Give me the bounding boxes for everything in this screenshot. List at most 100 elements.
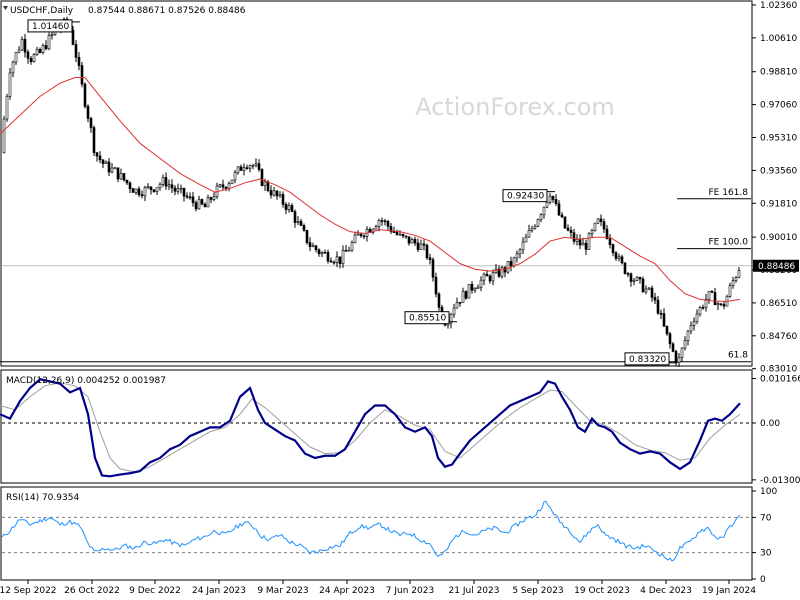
- price-candle-body: [113, 167, 117, 170]
- price-candle-body: [134, 188, 138, 193]
- price-candle-body: [287, 205, 291, 210]
- price-candle-body: [266, 181, 270, 191]
- price-candle-body: [260, 169, 264, 186]
- price-candle-body: [605, 228, 609, 239]
- price-candle-body: [227, 183, 231, 189]
- price-candle-body: [665, 325, 669, 335]
- price-candle-body: [404, 235, 408, 238]
- price-candle-body: [485, 273, 489, 277]
- price-candle-body: [566, 227, 570, 231]
- price-candle-body: [386, 220, 390, 227]
- price-candle-body: [305, 230, 309, 243]
- price-candle-body: [728, 285, 732, 297]
- price-candle-body: [272, 190, 276, 196]
- price-candle-body: [458, 302, 462, 304]
- price-candle-body: [449, 313, 453, 324]
- time-tick-label: 4 Dec 2023: [640, 586, 692, 596]
- price-candle-body: [146, 186, 150, 189]
- price-candle-body: [164, 177, 168, 187]
- price-tick-label: 0.90010: [760, 233, 797, 243]
- price-candle-body: [110, 167, 114, 173]
- price-candle-body: [35, 49, 39, 55]
- price-candle-body: [317, 249, 321, 255]
- price-candle-body: [590, 230, 594, 235]
- price-candle-body: [470, 284, 474, 291]
- price-candle-body: [170, 184, 174, 189]
- price-candle-body: [311, 245, 315, 248]
- price-candle-body: [593, 222, 597, 231]
- price-tick-label: 1.02360: [760, 1, 797, 11]
- price-candle-body: [122, 173, 126, 181]
- time-tick-label: 12 Sep 2022: [0, 586, 57, 596]
- price-candle-body: [512, 257, 516, 267]
- price-candle-body: [32, 54, 36, 62]
- price-candle-body: [476, 286, 480, 289]
- price-candle-body: [641, 278, 645, 293]
- time-tick-label: 21 Jul 2023: [449, 586, 500, 596]
- price-tick-label: 0.91810: [760, 199, 797, 209]
- price-candle-body: [107, 161, 111, 173]
- price-candle-body: [395, 231, 399, 235]
- price-candle-body: [116, 167, 120, 180]
- price-candle-body: [284, 204, 288, 210]
- price-candle-body: [206, 197, 210, 208]
- price-candle-body: [689, 325, 693, 332]
- price-candle-body: [119, 173, 123, 180]
- price-candle-body: [155, 187, 159, 192]
- price-candle-body: [419, 243, 423, 250]
- price-candle-body: [608, 238, 612, 245]
- price-candle-body: [647, 287, 651, 290]
- price-candle-body: [710, 290, 714, 293]
- price-candle-body: [632, 279, 636, 282]
- price-candle-body: [302, 225, 306, 231]
- price-candle-body: [161, 177, 165, 185]
- price-candle-body: [173, 187, 177, 192]
- price-tick-label: 0.95310: [760, 134, 797, 144]
- price-candle-body: [575, 239, 579, 242]
- time-tick-label: 26 Oct 2022: [64, 586, 120, 596]
- price-candle-body: [392, 231, 396, 233]
- price-candle-body: [599, 218, 603, 222]
- price-candle-body: [185, 195, 189, 198]
- symbol-label: USDCHF,Daily: [10, 6, 74, 16]
- price-candle-body: [455, 302, 459, 309]
- time-tick-label: 24 Apr 2023: [319, 586, 375, 596]
- price-candle-body: [218, 184, 222, 187]
- price-candle-body: [248, 165, 252, 169]
- price-candle-body: [95, 152, 99, 157]
- price-candle-body: [362, 235, 366, 238]
- price-candle-body: [584, 242, 588, 250]
- price-candle-body: [533, 225, 537, 229]
- time-tick-label: 9 Dec 2022: [129, 586, 181, 596]
- macd-tick-label: 0.00: [760, 419, 780, 429]
- price-candle-body: [422, 243, 426, 246]
- price-candle-body: [536, 219, 540, 227]
- price-candle-body: [719, 303, 723, 306]
- price-candle-body: [353, 234, 357, 243]
- macd-tick-label: -0.013006: [760, 476, 800, 486]
- price-candle-body: [152, 189, 156, 192]
- price-candle-body: [83, 83, 87, 107]
- rsi-label: RSI(14) 70.9354: [6, 493, 79, 503]
- price-candle-body: [731, 280, 735, 286]
- price-candle-body: [197, 199, 201, 210]
- price-candle-body: [245, 167, 249, 169]
- macd-panel-frame: [0, 369, 753, 484]
- price-candle-body: [722, 304, 726, 307]
- rsi-tick-label: 30: [760, 549, 772, 559]
- price-candle-body: [380, 220, 384, 222]
- price-tick-label: 1.00610: [760, 34, 797, 44]
- macd-axis: 0.010166 0.00 -0.013006: [2, 375, 800, 486]
- price-candle-body: [221, 184, 225, 188]
- price-candle-body: [431, 259, 435, 278]
- rsi-line: [1, 500, 741, 562]
- price-candle-body: [326, 252, 330, 262]
- price-candle-body: [359, 233, 363, 237]
- price-candle-body: [212, 196, 216, 200]
- fib-level-label: FE 100.0: [709, 238, 749, 248]
- price-candle-body: [131, 188, 135, 193]
- price-candle-body: [656, 299, 660, 314]
- time-tick-label: 24 Jan 2023: [192, 586, 246, 596]
- price-candle-body: [563, 216, 567, 229]
